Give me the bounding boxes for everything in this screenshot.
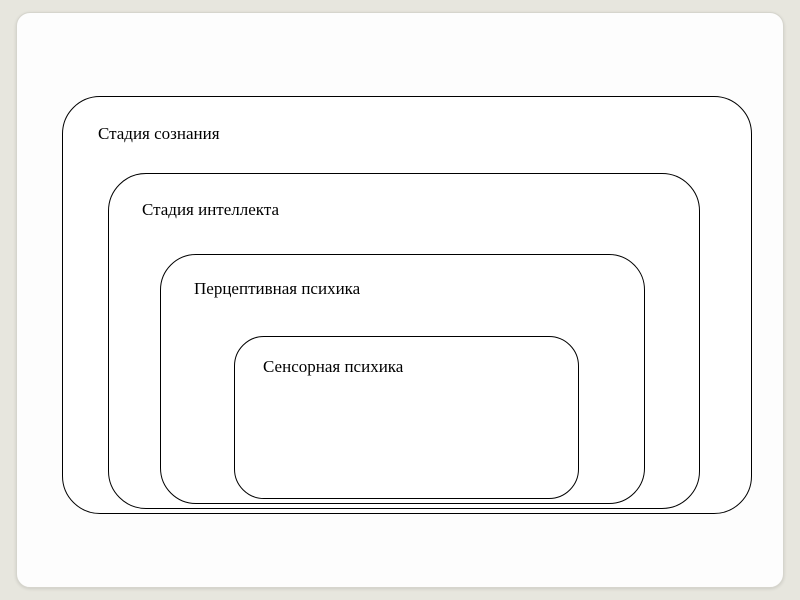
label-intellect: Стадия интеллекта xyxy=(142,200,279,220)
label-consciousness: Стадия сознания xyxy=(98,124,220,144)
label-perceptive: Перцептивная психика xyxy=(194,279,360,299)
label-sensory: Сенсорная психика xyxy=(263,357,403,377)
